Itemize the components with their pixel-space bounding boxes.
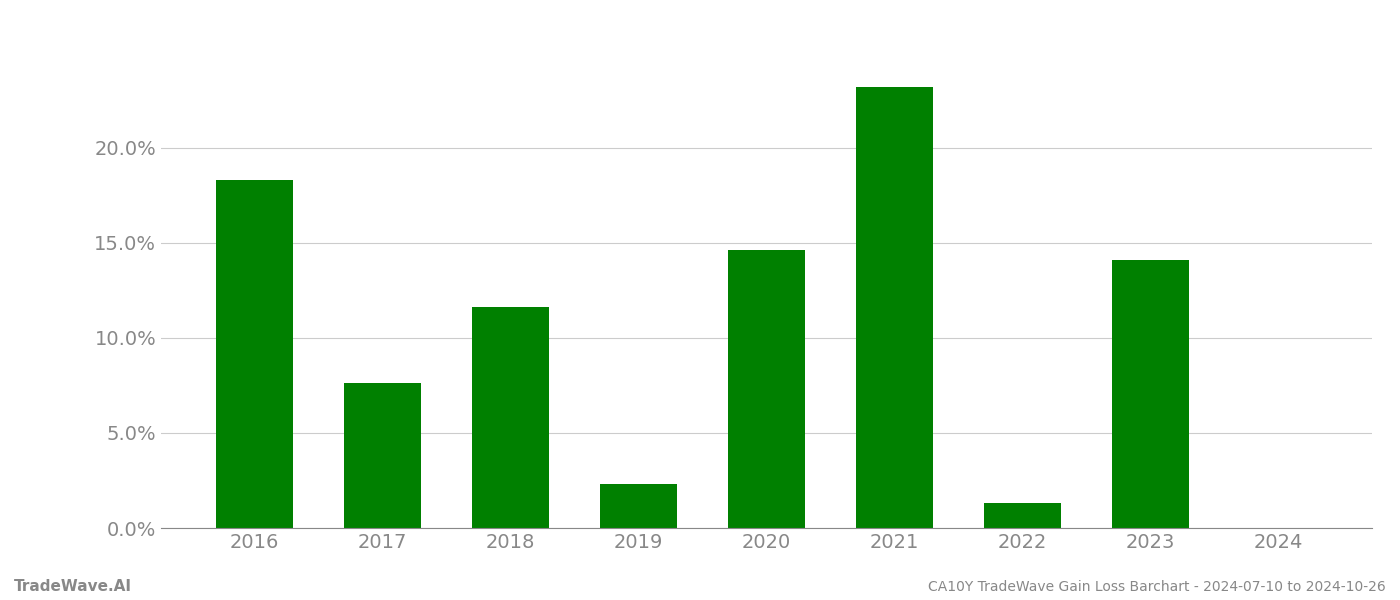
- Bar: [216, 180, 293, 528]
- Bar: [344, 383, 421, 528]
- Bar: [857, 87, 932, 528]
- Bar: [984, 503, 1061, 528]
- Bar: [728, 250, 805, 528]
- Bar: [472, 307, 549, 528]
- Text: CA10Y TradeWave Gain Loss Barchart - 2024-07-10 to 2024-10-26: CA10Y TradeWave Gain Loss Barchart - 202…: [928, 580, 1386, 594]
- Text: TradeWave.AI: TradeWave.AI: [14, 579, 132, 594]
- Bar: [601, 484, 676, 528]
- Bar: [1112, 260, 1189, 528]
